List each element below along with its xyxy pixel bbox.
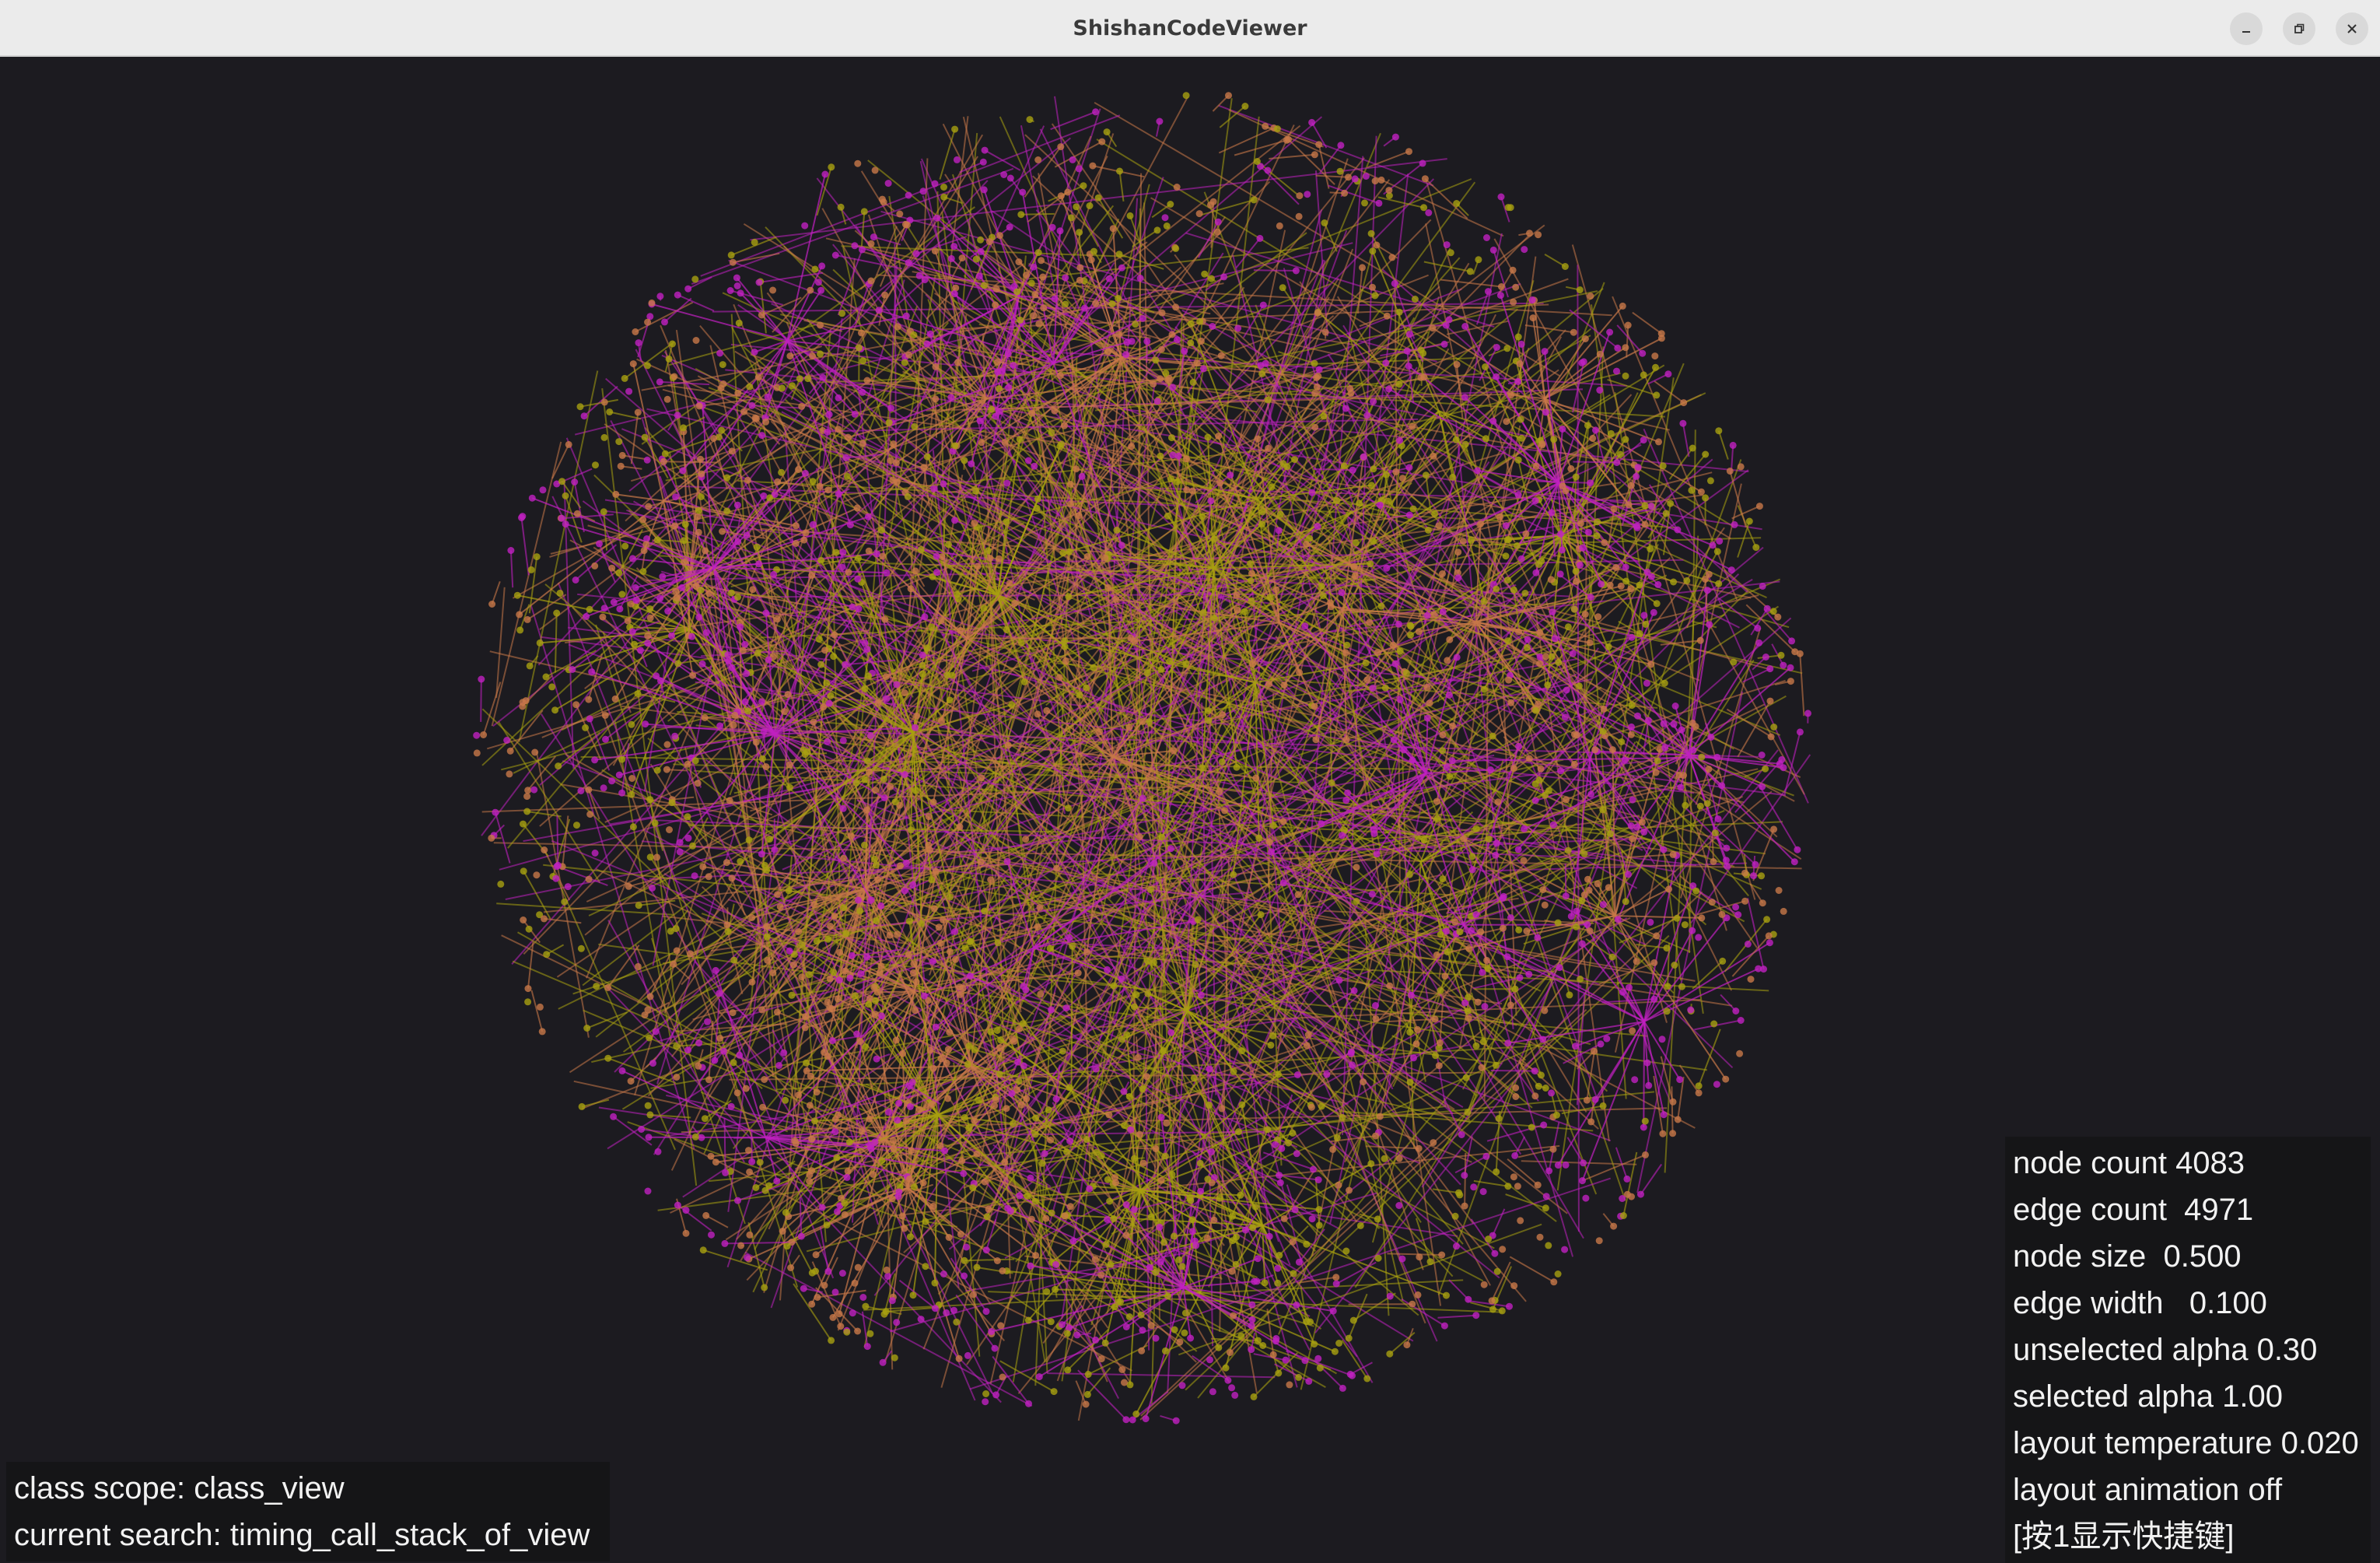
node-count-label: node count 4083: [2013, 1140, 2363, 1186]
restore-button[interactable]: [2283, 12, 2315, 45]
search-panel: class scope: class_view current search: …: [6, 1462, 610, 1561]
shortcut-hint: [按1显示快捷键]: [2013, 1513, 2363, 1560]
current-search-label: current search: timing_call_stack_of_vie…: [14, 1512, 602, 1558]
restore-icon: [2292, 22, 2306, 36]
layout-temperature-label: layout temperature 0.020: [2013, 1420, 2363, 1467]
stats-panel: node count 4083 edge count 4971 node siz…: [2005, 1137, 2371, 1563]
graph-canvas[interactable]: node count 4083 edge count 4971 node siz…: [0, 58, 2380, 1514]
minimize-icon: [2239, 22, 2253, 36]
unselected-alpha-label: unselected alpha 0.30: [2013, 1326, 2363, 1373]
edge-width-label: edge width 0.100: [2013, 1280, 2363, 1326]
title-bar[interactable]: ShishanCodeViewer: [0, 0, 2380, 57]
minimize-button[interactable]: [2230, 12, 2263, 45]
edge-count-label: edge count 4971: [2013, 1186, 2363, 1233]
window-title: ShishanCodeViewer: [0, 0, 2380, 57]
close-icon: [2345, 22, 2359, 36]
close-button[interactable]: [2336, 12, 2368, 45]
class-scope-label: class scope: class_view: [14, 1465, 602, 1512]
layout-animation-label: layout animation off: [2013, 1467, 2363, 1513]
node-size-label: node size 0.500: [2013, 1233, 2363, 1280]
selected-alpha-label: selected alpha 1.00: [2013, 1373, 2363, 1420]
app-window: ShishanCodeViewer node count 4083 edge c…: [0, 0, 2380, 1514]
